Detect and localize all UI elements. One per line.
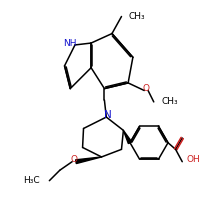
Polygon shape bbox=[76, 157, 102, 164]
Text: H₃C: H₃C bbox=[23, 176, 40, 185]
Text: O: O bbox=[71, 155, 78, 164]
Text: NH: NH bbox=[63, 39, 77, 48]
Text: CH₃: CH₃ bbox=[161, 97, 178, 106]
Text: O: O bbox=[143, 84, 150, 93]
Text: CH₃: CH₃ bbox=[128, 12, 145, 21]
Polygon shape bbox=[123, 130, 132, 144]
Text: N: N bbox=[104, 110, 112, 120]
Text: OH: OH bbox=[186, 155, 200, 164]
